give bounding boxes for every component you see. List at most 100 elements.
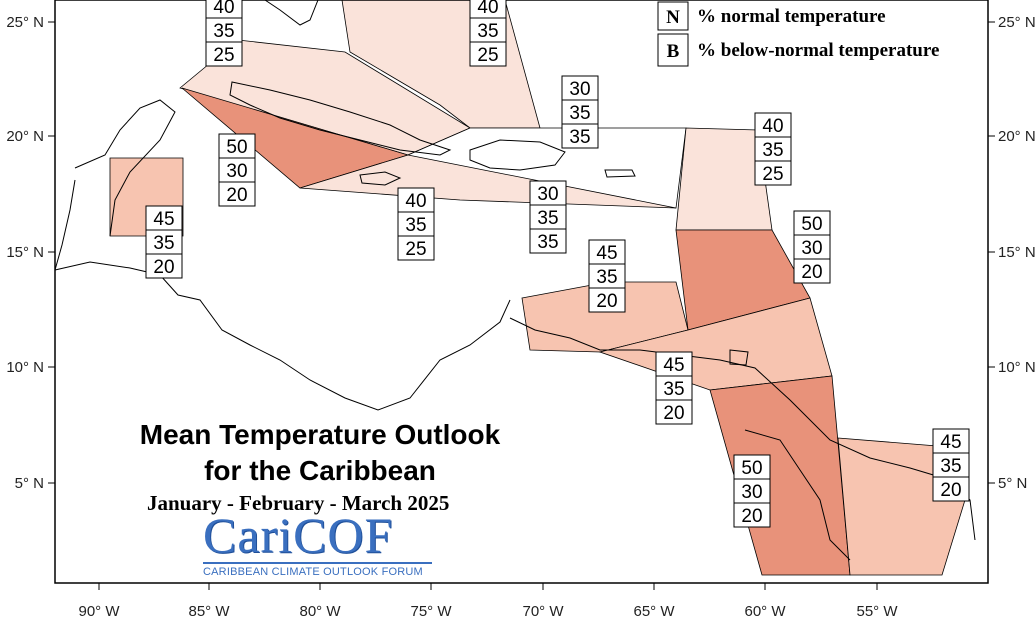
logo-subtitle: CARIBBEAN CLIMATE OUTLOOK FORUM bbox=[203, 566, 423, 578]
central-america-pacific bbox=[54, 179, 76, 271]
prob-value-top: 45 bbox=[940, 432, 961, 453]
florida-coast bbox=[264, 0, 319, 26]
y-tick-label: 15° N bbox=[6, 244, 44, 261]
prob-value-low: 25 bbox=[213, 45, 234, 66]
prob-value-top: 50 bbox=[801, 214, 822, 235]
prob-value-top: 50 bbox=[226, 137, 247, 158]
legend-key: N bbox=[666, 7, 680, 28]
prob-value-top: 40 bbox=[762, 116, 783, 137]
prob-cell bbox=[588, 287, 626, 313]
legend-key-box bbox=[657, 33, 689, 67]
prob-cell bbox=[655, 351, 693, 377]
prob-value-low: 20 bbox=[226, 185, 247, 206]
prob-box-guyana: 50 30 20 bbox=[733, 454, 771, 528]
prob-cell bbox=[733, 478, 771, 504]
y-tick-labels-right: 25° N 20° N 15° N 10° N 5° N bbox=[998, 14, 1036, 492]
x-tick-label: 55° W bbox=[856, 603, 898, 620]
x-tick-label: 70° W bbox=[522, 603, 564, 620]
prob-box-belize: 45 35 20 bbox=[145, 205, 183, 279]
prob-cell bbox=[793, 210, 831, 236]
legend-key: B bbox=[667, 41, 680, 62]
prob-box-suriname-french-guiana: 45 35 20 bbox=[932, 428, 970, 502]
x-tick-label: 85° W bbox=[188, 603, 230, 620]
prob-cell bbox=[588, 239, 626, 265]
y-tick-label: 15° N bbox=[998, 244, 1036, 261]
x-tick-label: 80° W bbox=[299, 603, 341, 620]
caricof-logo: CariCOF bbox=[203, 507, 394, 563]
title-line-2: for the Caribbean bbox=[204, 455, 436, 486]
prob-value-low: 20 bbox=[741, 506, 762, 527]
y-tick-labels-left: 25° N 20° N 15° N 10° N 5° N bbox=[6, 14, 44, 492]
prob-value-top: 45 bbox=[596, 243, 617, 264]
prob-box-bahamas-south: 40 35 25 bbox=[469, 0, 507, 67]
cuba-outline bbox=[229, 81, 452, 156]
x-tick-labels: 90° W 85° W 80° W 75° W 70° W 65° W 60° … bbox=[78, 603, 898, 620]
prob-value-top: 30 bbox=[537, 184, 558, 205]
prob-cell bbox=[588, 263, 626, 289]
central-america-coast bbox=[54, 261, 511, 411]
prob-box-windward-islands: 50 30 20 bbox=[793, 210, 831, 284]
prob-box-trinidad-and-tobago: 45 35 20 bbox=[655, 351, 693, 425]
title-line-1: Mean Temperature Outlook bbox=[139, 419, 501, 450]
prob-value-mid: 35 bbox=[940, 456, 961, 477]
y-tick-label: 5° N bbox=[15, 475, 44, 492]
legend-label: % below-normal temperature bbox=[697, 40, 939, 61]
prob-value-mid: 35 bbox=[569, 103, 590, 124]
prob-value-top: 40 bbox=[213, 0, 234, 18]
prob-value-low: 20 bbox=[940, 480, 961, 501]
prob-cell bbox=[529, 180, 567, 206]
prob-value-mid: 30 bbox=[226, 161, 247, 182]
prob-value-mid: 35 bbox=[213, 21, 234, 42]
prob-box-cuba-west-cayman: 50 30 20 bbox=[218, 133, 256, 207]
prob-box-bahamas-north: 40 35 25 bbox=[205, 0, 243, 67]
prob-box-hispaniola: 30 35 35 bbox=[529, 180, 567, 254]
y-tick-label: 10° N bbox=[6, 359, 44, 376]
jamaica-outline bbox=[359, 171, 402, 186]
region-guyana bbox=[709, 375, 851, 576]
hispaniola-outline bbox=[469, 139, 566, 171]
prob-cell bbox=[655, 375, 693, 401]
prob-cell bbox=[733, 502, 771, 528]
prob-cell bbox=[561, 123, 599, 149]
prob-value-mid: 35 bbox=[477, 21, 498, 42]
probability-boxes: 40 35 25 40 35 25 30 35 35 50 30 20 45 35 20 40 35 25 30 35… bbox=[145, 0, 970, 528]
prob-value-mid: 35 bbox=[596, 267, 617, 288]
x-tick-label: 65° W bbox=[633, 603, 675, 620]
prob-cell bbox=[218, 181, 256, 207]
prob-cell bbox=[754, 160, 792, 186]
y-tick-label: 5° N bbox=[998, 475, 1027, 492]
prob-cell bbox=[205, 41, 243, 67]
guiana-interior bbox=[744, 429, 851, 561]
y-tick-label: 25° N bbox=[6, 14, 44, 31]
prob-value-low: 20 bbox=[596, 291, 617, 312]
tick-marks bbox=[48, 21, 995, 590]
y-tick-label: 20° N bbox=[6, 128, 44, 145]
prob-value-top: 40 bbox=[477, 0, 498, 18]
title-period: January - February - March 2025 bbox=[147, 491, 450, 515]
prob-value-low: 25 bbox=[762, 164, 783, 185]
prob-cell bbox=[932, 476, 970, 502]
map-frame bbox=[54, 0, 989, 584]
prob-value-mid: 35 bbox=[537, 208, 558, 229]
prob-cell bbox=[561, 75, 599, 101]
prob-cell bbox=[218, 157, 256, 183]
prob-value-low: 35 bbox=[569, 127, 590, 148]
prob-cell bbox=[733, 454, 771, 480]
x-tick-label: 90° W bbox=[78, 603, 120, 620]
prob-cell bbox=[469, 41, 507, 67]
prob-box-jamaica: 40 35 25 bbox=[397, 187, 435, 261]
prob-value-top: 40 bbox=[405, 191, 426, 212]
prob-value-mid: 35 bbox=[153, 233, 174, 254]
prob-value-low: 25 bbox=[477, 45, 498, 66]
prob-value-mid: 30 bbox=[741, 482, 762, 503]
puerto-rico-outline bbox=[604, 169, 636, 178]
legend-key-box bbox=[657, 1, 689, 31]
probability-regions bbox=[109, 0, 966, 576]
prob-cell bbox=[529, 204, 567, 230]
y-tick-label: 10° N bbox=[998, 359, 1036, 376]
y-tick-label: 20° N bbox=[998, 128, 1036, 145]
prob-cell bbox=[205, 17, 243, 43]
prob-value-mid: 35 bbox=[663, 379, 684, 400]
yucatan-coast bbox=[74, 99, 176, 237]
